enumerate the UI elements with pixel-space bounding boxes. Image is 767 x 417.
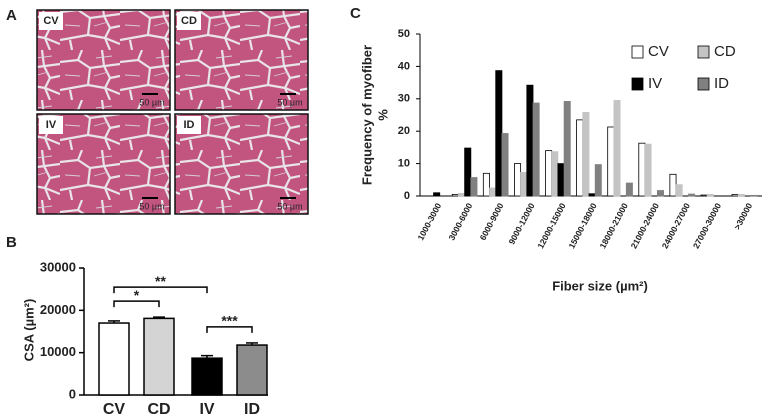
bar (470, 177, 478, 197)
scale-label: 50 µm (277, 97, 302, 107)
x-tick-label: ID (244, 401, 260, 417)
significance-bracket (206, 326, 253, 333)
bar (638, 142, 646, 197)
x-tick-label: 15000-18000 (566, 201, 598, 250)
bar (588, 193, 596, 197)
x-tick-label: IV (199, 401, 214, 417)
bar (731, 193, 739, 197)
bar (563, 100, 571, 197)
bar (143, 317, 175, 396)
x-axis-label: Fiber size (µm²) (552, 278, 648, 293)
y-tick-label: 30000 (40, 259, 76, 274)
y-tick-label: 20 (398, 125, 410, 137)
y-tick-label: 50 (398, 28, 410, 40)
panel-label: B (6, 234, 17, 251)
bar (656, 190, 664, 197)
y-tick-label: 30 (398, 93, 410, 105)
significance-label: ** (155, 273, 166, 289)
x-tick-label: 27000-30000 (691, 201, 723, 250)
image-label: CV (43, 15, 59, 27)
y-tick-label: 40 (398, 60, 410, 72)
image-label-box (39, 12, 63, 30)
significance-bracket (113, 300, 160, 308)
legend-swatch (631, 45, 644, 59)
y-tick-label: 20000 (40, 302, 76, 317)
bar (582, 112, 590, 197)
image-label: ID (184, 119, 195, 131)
significance-bracket (113, 286, 208, 294)
legend-swatch (631, 77, 644, 91)
bar (688, 193, 696, 197)
significance-label: *** (221, 313, 238, 329)
x-tick-label: CV (103, 401, 126, 417)
y-tick-label: 0 (404, 190, 410, 202)
bar (613, 100, 621, 197)
bar (520, 171, 528, 197)
x-tick-label: 3000-6000 (446, 201, 474, 242)
x-tick-label: 21000-24000 (629, 201, 661, 250)
bar (750, 194, 758, 197)
significance-label: * (134, 287, 140, 303)
bar (501, 133, 509, 197)
legend-label: CD (714, 43, 736, 60)
bar (236, 344, 268, 396)
x-tick-label: 24000-27000 (660, 201, 692, 250)
scale-label: 50 µm (277, 201, 302, 211)
bar (545, 150, 553, 197)
x-tick-label: 6000-9000 (478, 201, 506, 242)
x-tick-label: >30000 (732, 201, 754, 231)
legend-swatch (697, 77, 710, 91)
legend-label: ID (714, 75, 729, 92)
y-axis-label: Frequency of myofiber (359, 45, 374, 185)
image-label-box (177, 116, 201, 134)
bar (495, 70, 503, 197)
bar (451, 193, 459, 197)
bar (700, 194, 708, 197)
bar (576, 119, 584, 197)
panel-label: A (6, 7, 17, 24)
bar (489, 187, 497, 197)
bar (191, 357, 223, 396)
image-label: IV (46, 119, 57, 131)
bar (594, 164, 602, 197)
bar (464, 147, 472, 197)
bar (737, 193, 745, 197)
legend-label: CV (648, 43, 669, 60)
x-tick-label: 18000-21000 (597, 201, 629, 250)
x-tick-label: 1000-3000 (415, 201, 443, 242)
y-tick-label: 10000 (40, 344, 76, 359)
scale-label: 50 µm (139, 201, 164, 211)
bar (514, 163, 522, 197)
bar (532, 102, 540, 197)
image-label-box (177, 12, 201, 30)
bar (482, 172, 490, 197)
legend-swatch (697, 45, 710, 59)
panel-label: C (350, 5, 361, 22)
bar (607, 126, 615, 197)
scale-label: 50 µm (139, 97, 164, 107)
x-tick-label: 12000-15000 (535, 201, 567, 250)
y-axis-label: CSA (µm²) (21, 299, 36, 362)
bar (644, 143, 652, 197)
bar (625, 182, 633, 197)
bar (98, 322, 130, 396)
bar (675, 184, 683, 197)
bar (433, 192, 441, 197)
bar (526, 84, 534, 197)
y-tick-label: 0 (69, 386, 76, 401)
legend-label: IV (648, 75, 662, 92)
y-tick-label: 10 (398, 158, 410, 170)
x-tick-label: CD (147, 401, 170, 417)
x-tick-label: 9000-12000 (506, 201, 536, 246)
y-axis-label: % (375, 109, 390, 121)
bar (551, 151, 559, 197)
bar (458, 193, 466, 197)
bar (557, 163, 565, 197)
image-label: CD (181, 15, 197, 27)
image-label-box (39, 116, 63, 134)
bar (706, 193, 714, 197)
bar (669, 173, 677, 197)
